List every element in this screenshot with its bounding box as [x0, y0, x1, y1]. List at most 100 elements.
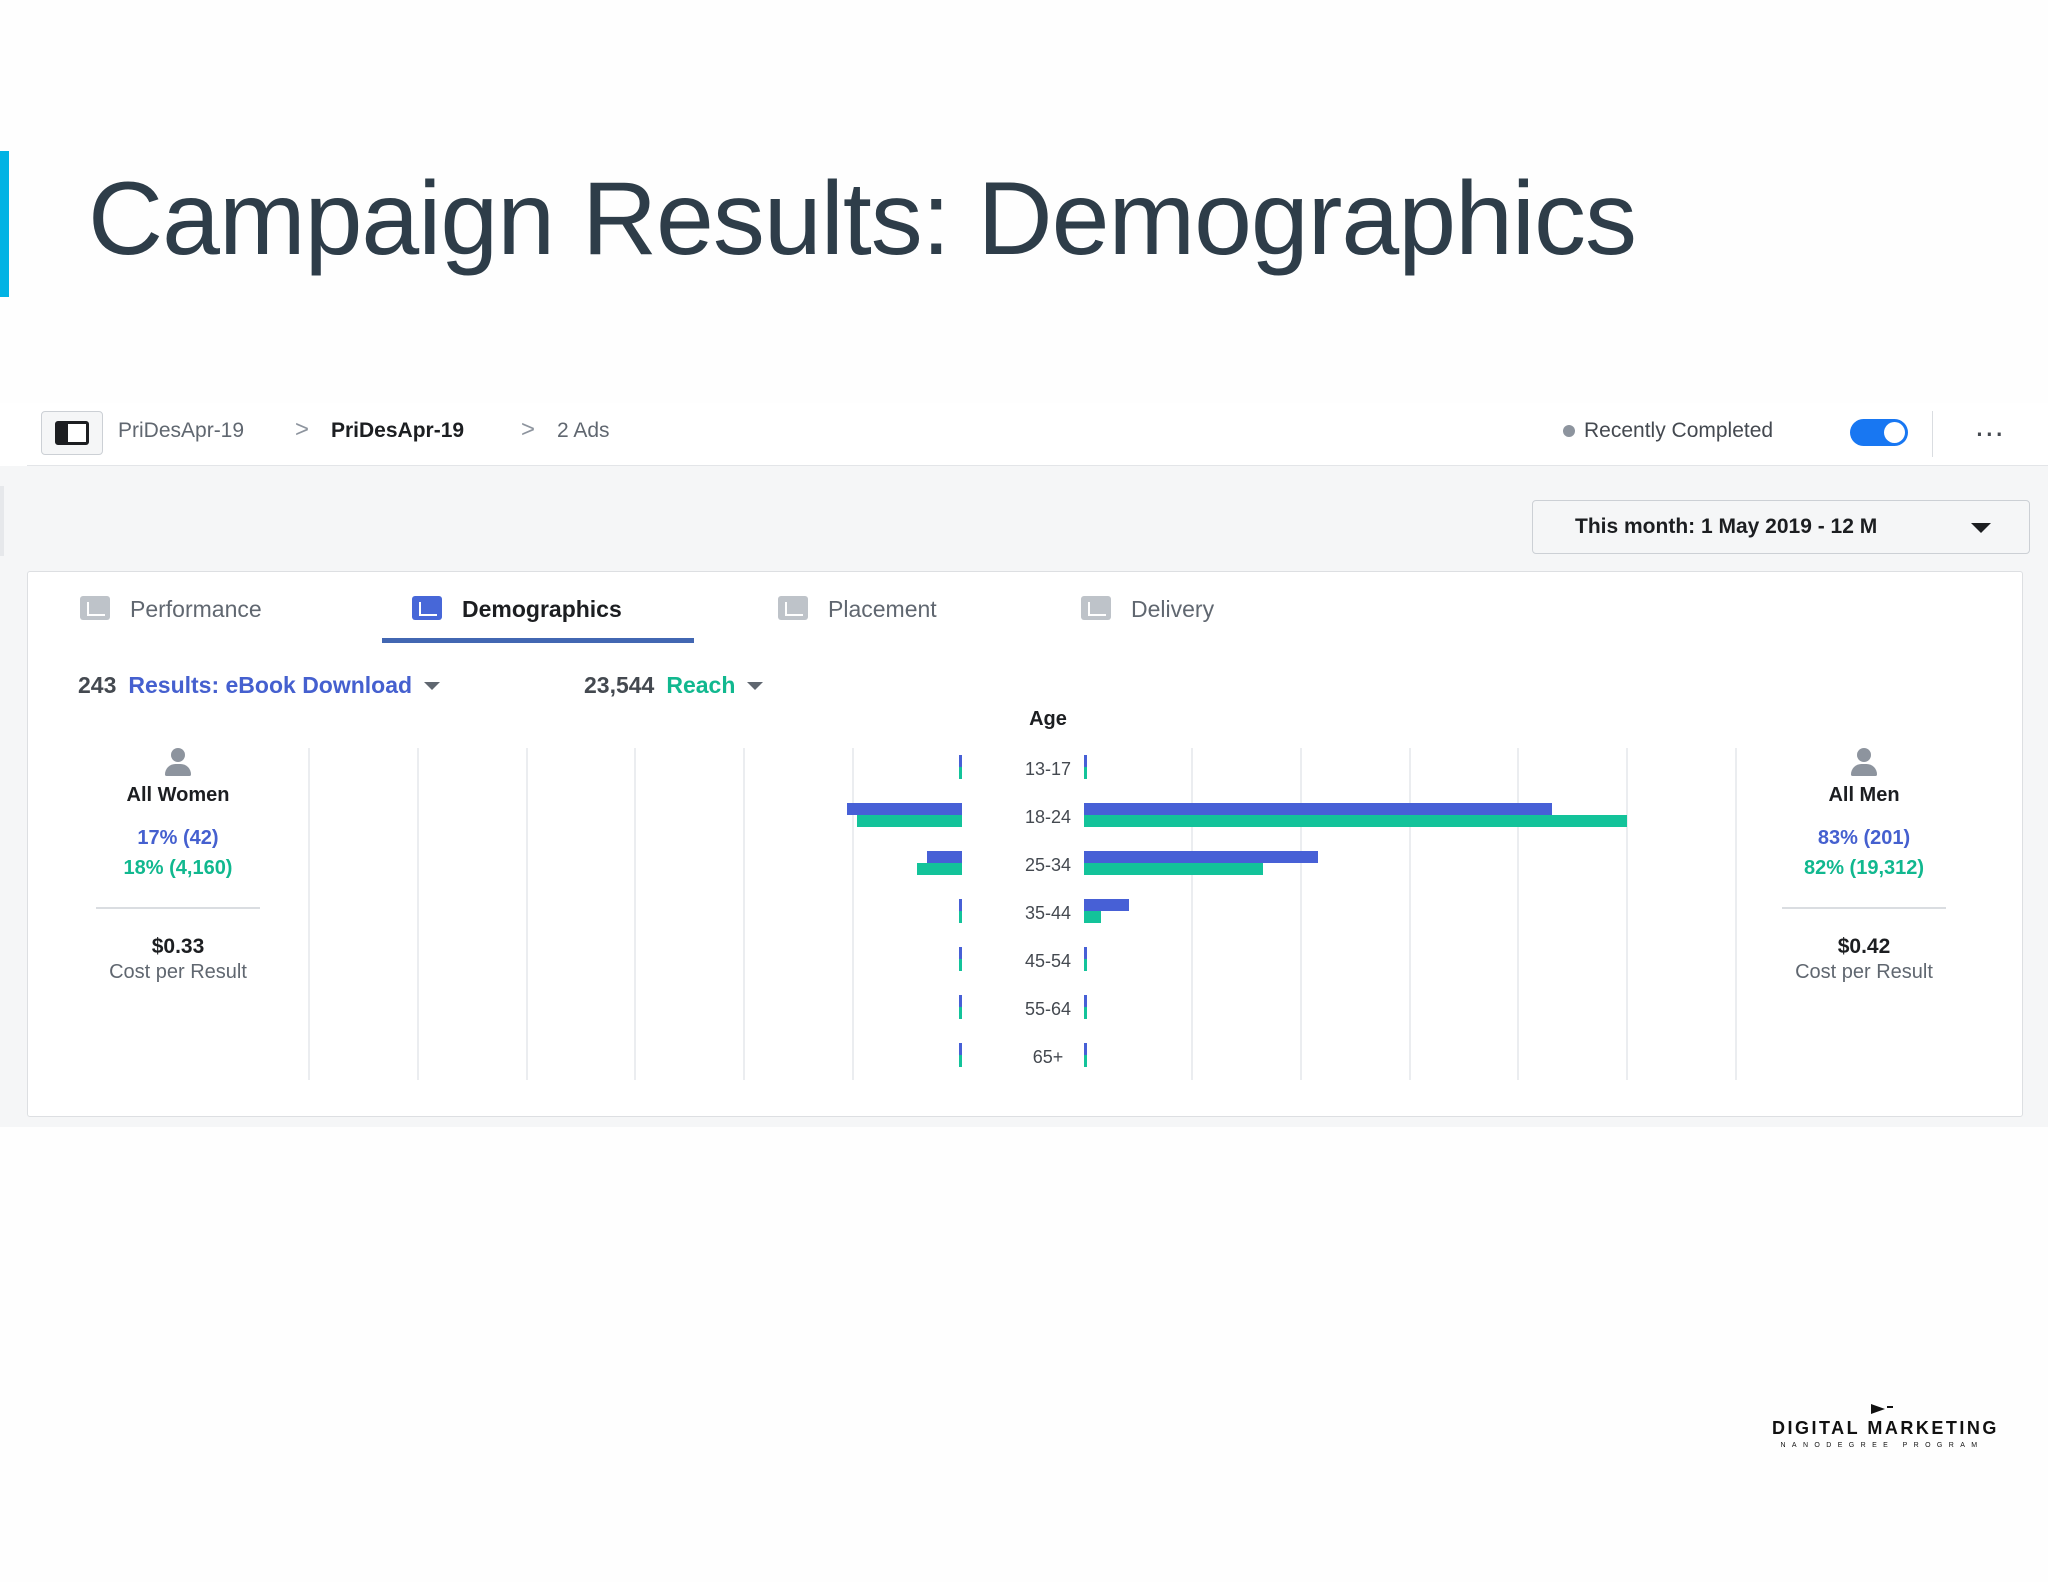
breakdown-card: Performance Demographics Placement Deliv…: [27, 571, 2023, 1117]
men-summary: All Men 83% (201) 82% (19,312) $0.42 Cos…: [1774, 748, 1954, 984]
bar-women-results-18-24[interactable]: [847, 803, 962, 815]
bar-women-results-25-34[interactable]: [927, 851, 962, 863]
tab-label: Delivery: [1131, 596, 1215, 622]
baseline-tick: [959, 899, 962, 911]
men-cost: $0.42: [1837, 935, 1891, 958]
topbar: PriDesApr-19 > PriDesApr-19 > 2 Ads Rece…: [27, 403, 2048, 466]
chevron-right-icon: >: [521, 416, 536, 443]
reach-metric-selector[interactable]: 23,544 Reach: [584, 672, 764, 699]
men-results-pct: 83% (201): [1817, 827, 1911, 849]
tab-placement[interactable]: Placement: [778, 584, 937, 652]
divider: [96, 907, 260, 909]
grid-line: [634, 748, 636, 1080]
caret-down-icon: [424, 681, 441, 690]
delivery-toggle[interactable]: [1850, 419, 1908, 446]
baseline-tick: [1084, 959, 1087, 971]
men-reach-pct: 82% (19,312): [1803, 857, 1925, 879]
age-label-18-24: 18-24: [1024, 807, 1072, 827]
bar-men-results-18-24[interactable]: [1084, 803, 1552, 815]
age-label-65+: 65+: [1032, 1047, 1064, 1067]
sidebar-icon: [55, 421, 89, 445]
reach-count: 23,544: [584, 672, 655, 698]
people-icon: [412, 596, 442, 620]
topbar-edge: [0, 403, 27, 466]
women-summary: All Women 17% (42) 18% (4,160) $0.33 Cos…: [88, 748, 268, 984]
date-range-label: This month: 1 May 2019 - 12 M: [1575, 515, 1878, 538]
baseline-tick: [959, 1043, 962, 1055]
woman-icon: [164, 748, 192, 776]
results-metric-selector[interactable]: 243 Results: eBook Download: [78, 672, 441, 699]
chevron-right-icon: >: [295, 416, 310, 443]
bar-women-reach-25-34[interactable]: [917, 863, 962, 875]
baseline-tick: [959, 995, 962, 1007]
breadcrumb-ads[interactable]: 2 Ads: [557, 419, 610, 442]
grid-line: [417, 748, 419, 1080]
grid-line: [1626, 748, 1628, 1080]
date-range-picker[interactable]: This month: 1 May 2019 - 12 M: [1532, 500, 2030, 554]
grid-line: [743, 748, 745, 1080]
baseline-tick: [959, 1055, 962, 1067]
ads-manager-screenshot: PriDesApr-19 > PriDesApr-19 > 2 Ads Rece…: [0, 403, 2048, 1127]
baseline-tick: [959, 767, 962, 779]
women-cost-label: Cost per Result: [109, 961, 247, 983]
women-reach-pct: 18% (4,160): [123, 857, 233, 879]
grid-line: [308, 748, 310, 1080]
logo-main-text: DIGITAL MARKETING: [1772, 1418, 1999, 1438]
age-label-55-64: 55-64: [1024, 999, 1072, 1019]
logo-sub-text: NANODEGREE PROGRAM: [1780, 1442, 1984, 1449]
placement-icon: [778, 596, 808, 620]
breadcrumb-campaign[interactable]: PriDesApr-19: [118, 419, 245, 442]
women-label: All Women: [126, 784, 230, 806]
man-icon: [1850, 748, 1878, 776]
status-dot-icon: [1563, 425, 1575, 437]
baseline-tick: [959, 959, 962, 971]
divider: [1782, 907, 1946, 909]
women-results-pct: 17% (42): [137, 827, 219, 849]
baseline-tick: [1084, 1007, 1087, 1019]
breadcrumb-adset[interactable]: PriDesApr-19: [331, 419, 465, 442]
bar-men-reach-18-24[interactable]: [1084, 815, 1627, 827]
bar-chart-icon: [80, 596, 110, 620]
baseline-tick: [959, 911, 962, 923]
baseline-tick: [1084, 995, 1087, 1007]
baseline-tick: [1084, 947, 1087, 959]
line-chart-icon: [1081, 596, 1111, 620]
active-tab-indicator: [382, 638, 694, 643]
caret-down-icon: [1971, 523, 1991, 533]
baseline-tick: [959, 755, 962, 767]
status-text: Recently Completed: [1584, 419, 1774, 442]
slide-title: Campaign Results: Demographics: [88, 161, 1637, 277]
grid-line: [1191, 748, 1193, 1080]
slide-accent-bar: [0, 151, 9, 297]
panel-toggle-button[interactable]: [41, 411, 103, 455]
baseline-tick: [1084, 1043, 1087, 1055]
tab-label: Demographics: [462, 596, 622, 622]
more-options-icon[interactable]: ...: [1975, 407, 2005, 443]
bar-men-reach-35-44[interactable]: [1084, 911, 1101, 923]
bar-women-reach-18-24[interactable]: [857, 815, 962, 827]
grid-line: [1517, 748, 1519, 1080]
bar-men-results-35-44[interactable]: [1084, 899, 1129, 911]
bar-men-reach-25-34[interactable]: [1084, 863, 1263, 875]
men-label: All Men: [1828, 784, 1900, 806]
tab-delivery[interactable]: Delivery: [1081, 584, 1214, 652]
bar-men-results-25-34[interactable]: [1084, 851, 1318, 863]
tab-demographics[interactable]: Demographics: [412, 584, 622, 652]
baseline-tick: [959, 1007, 962, 1019]
grid-line: [1300, 748, 1302, 1080]
baseline-tick: [959, 947, 962, 959]
topbar-divider: [1932, 411, 1933, 457]
grid-line: [1735, 748, 1737, 1080]
digital-marketing-logo: DIGITAL MARKETING NANODEGREE PROGRAM: [1772, 1402, 1999, 1449]
tab-performance[interactable]: Performance: [80, 584, 262, 652]
results-label: Results: eBook Download: [128, 672, 413, 698]
tab-label: Placement: [828, 596, 937, 622]
tab-label: Performance: [130, 596, 262, 622]
grid-line: [1409, 748, 1411, 1080]
baseline-tick: [1084, 767, 1087, 779]
grid-line: [852, 748, 854, 1080]
baseline-tick: [1084, 1055, 1087, 1067]
age-label-35-44: 35-44: [1024, 903, 1072, 923]
status-indicator: Recently Completed: [1563, 419, 1773, 443]
age-label-45-54: 45-54: [1024, 951, 1072, 971]
